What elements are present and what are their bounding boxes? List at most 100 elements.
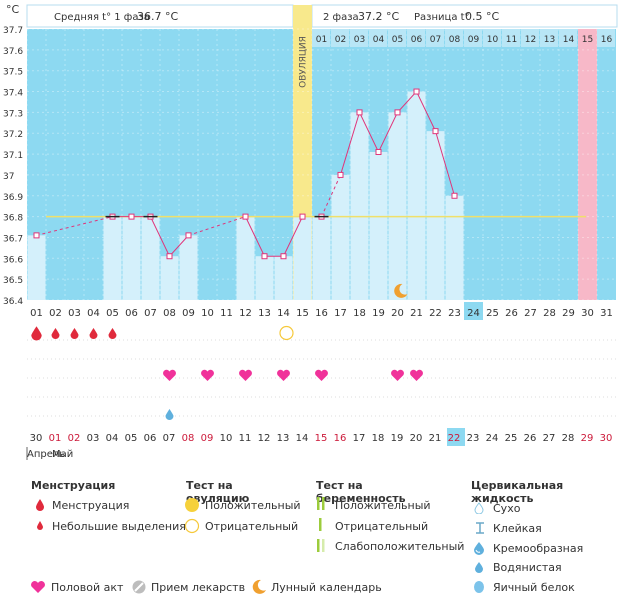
y-unit-label: °C <box>6 3 20 16</box>
day-number: 19 <box>372 308 385 319</box>
y-tick-label: 36.9 <box>3 193 23 203</box>
phase2-day-cell <box>578 29 596 47</box>
temp-line-segment <box>321 174 341 217</box>
legend-medication: Прием лекарств <box>151 581 246 594</box>
y-tick-label: 37.5 <box>3 68 23 78</box>
legend-cervical-dry: Сухо <box>493 502 521 515</box>
day-number: 21 <box>410 308 423 319</box>
calendar-date: 24 <box>486 433 499 444</box>
phase2-day-cell <box>502 29 520 47</box>
calendar-date: 27 <box>543 433 556 444</box>
phase2-day-cell <box>521 29 539 47</box>
intercourse-heart-icon <box>31 581 45 593</box>
temp-point <box>242 213 249 220</box>
day-number: 28 <box>543 308 556 319</box>
phase2-day-label: 11 <box>506 35 517 45</box>
calendar-date: 02 <box>68 433 81 444</box>
phase2-day-cell <box>407 29 425 47</box>
day-number: 15 <box>296 308 309 319</box>
calendar-date: 25 <box>505 433 518 444</box>
temp-bar <box>179 235 198 300</box>
calendar-date: 18 <box>372 433 385 444</box>
temp-bar <box>141 216 160 300</box>
phase2-day-label: 06 <box>411 35 423 45</box>
legend-ovulation-negative: Отрицательный <box>205 520 299 533</box>
legend-cervical-eggwhite: Яичный белок <box>493 581 575 594</box>
temp-bar <box>274 256 293 300</box>
legend-menstruation-title: Менструация <box>31 479 116 492</box>
ovulation-test-negative-icon <box>279 325 294 341</box>
current-date-box <box>447 428 465 446</box>
phase2-day-label: 04 <box>373 35 385 45</box>
legend-pregnancy-test-title: Тест на беременность <box>316 479 406 505</box>
temp-bar <box>27 235 46 300</box>
legend-intercourse: Половой акт <box>51 581 124 594</box>
phase2-day-cell <box>597 29 615 47</box>
day-number: 06 <box>125 308 138 319</box>
phase2-value: 37.2 °C <box>358 10 399 23</box>
calendar-date: 28 <box>562 433 575 444</box>
y-tick-label: 37.7 <box>3 26 23 36</box>
day-number: 27 <box>524 308 537 319</box>
cervical-creamy-icon <box>474 542 484 555</box>
phase2-day-label: 03 <box>354 35 365 45</box>
day-number: 04 <box>87 308 100 319</box>
day-number: 25 <box>486 308 499 319</box>
temp-bar <box>255 256 274 300</box>
calendar-date: 14 <box>296 433 309 444</box>
calendar-date: 30 <box>30 433 43 444</box>
cervical-watery-icon <box>475 562 483 573</box>
phase2-day-cell <box>369 29 387 47</box>
day-number: 10 <box>201 308 214 319</box>
temp-line-segment <box>188 216 246 236</box>
temp-point <box>394 109 401 116</box>
y-tick-label: 37.4 <box>3 89 23 99</box>
month-label-may: Май <box>52 449 73 460</box>
intercourse-heart-icon <box>239 369 252 381</box>
calendar-date: 20 <box>410 433 423 444</box>
ovulation-label: ОВУЛЯЦИЯ <box>299 36 309 88</box>
cervical-dry-icon <box>474 502 484 514</box>
day-number: 12 <box>239 308 252 319</box>
y-tick-label: 37.6 <box>3 47 23 57</box>
y-tick-label: 37.2 <box>3 130 23 140</box>
day-number: 31 <box>600 308 613 319</box>
calendar-date: 03 <box>87 433 100 444</box>
menstruation-drop-icon <box>89 328 98 339</box>
intercourse-heart-icon <box>201 369 214 381</box>
day-number: 11 <box>220 308 233 319</box>
phase2-day-label: 13 <box>544 35 555 45</box>
intercourse-heart-icon <box>315 369 328 381</box>
day-number: 26 <box>505 308 518 319</box>
cervical-eggwhite-icon <box>474 581 484 593</box>
y-tick-label: 37.1 <box>3 151 23 161</box>
calendar-date: 01 <box>49 433 62 444</box>
menstruation-drop-icon <box>70 328 79 339</box>
calendar-date: 29 <box>581 433 594 444</box>
bbt-chart: °C Средняя t° 1 фаза 36.7 °C 2 фаза 37.2… <box>3 3 618 460</box>
phase2-day-label: 05 <box>392 35 403 45</box>
temp-point <box>432 128 439 135</box>
y-tick-label: 36.5 <box>3 276 23 286</box>
pregnancy-negative-icon <box>319 518 322 531</box>
day-number: 22 <box>429 308 442 319</box>
temp-bar <box>160 256 179 300</box>
menstruation-drop-icon <box>108 328 117 339</box>
phase2-day-label: 02 <box>335 35 346 45</box>
ovulation-negative-icon <box>184 518 200 534</box>
month-label-april: Апрель <box>27 449 65 460</box>
temp-bar <box>122 216 141 300</box>
phase1-value: 36.7 °C <box>137 10 178 23</box>
temp-point <box>280 253 287 260</box>
phase2-day-cell <box>464 29 482 47</box>
temp-point <box>166 253 173 260</box>
day-number: 20 <box>391 308 404 319</box>
calendar-date: 13 <box>277 433 290 444</box>
temp-point <box>356 109 363 116</box>
calendar-date: 19 <box>391 433 404 444</box>
phase2-day-label: 14 <box>563 35 575 45</box>
calendar-date: 26 <box>524 433 537 444</box>
day-number: 18 <box>353 308 366 319</box>
medication-pill-icon <box>132 580 146 594</box>
calendar-date: 12 <box>258 433 271 444</box>
